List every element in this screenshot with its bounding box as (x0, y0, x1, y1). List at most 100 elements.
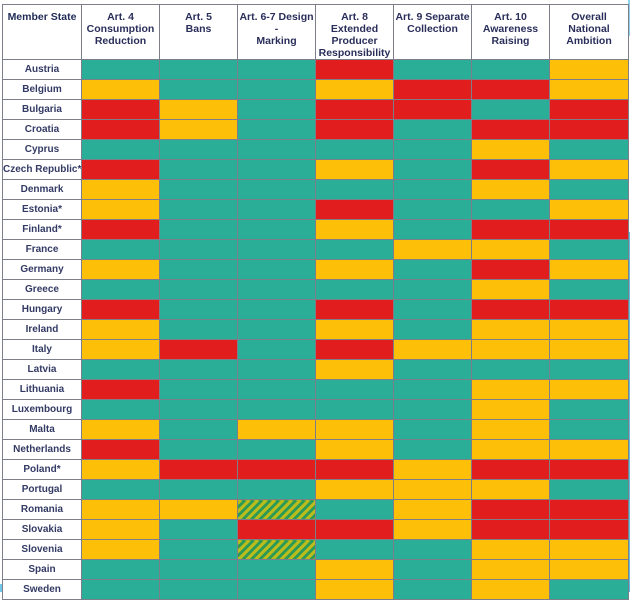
country-label: Greece (2, 279, 82, 300)
status-cell (549, 439, 629, 460)
status-cell (549, 399, 629, 420)
table-row: Bulgaria (2, 99, 629, 120)
status-cell (237, 399, 316, 420)
status-cell (237, 299, 316, 320)
status-cell (159, 579, 238, 600)
status-cell (393, 259, 472, 280)
status-cell (159, 459, 238, 480)
status-cell (471, 379, 550, 400)
status-cell (471, 199, 550, 220)
status-cell (159, 239, 238, 260)
status-cell (393, 499, 472, 520)
header-row: Member State Art. 4 Consumption Reduction Ar… (2, 4, 629, 60)
country-label: Lithuania (2, 379, 82, 400)
status-cell (471, 479, 550, 500)
status-cell (549, 339, 629, 360)
status-cell (393, 239, 472, 260)
status-cell (315, 219, 394, 240)
table-row: Spain (2, 559, 629, 580)
status-cell (237, 379, 316, 400)
status-cell (159, 339, 238, 360)
status-cell (315, 559, 394, 580)
status-cell (315, 59, 394, 80)
status-cell (315, 259, 394, 280)
status-cell (81, 239, 160, 260)
status-cell (393, 319, 472, 340)
status-cell (237, 559, 316, 580)
status-cell (549, 259, 629, 280)
column-header-2: Art. 5 Bans (159, 4, 238, 60)
table-row: France (2, 239, 629, 260)
country-label: France (2, 239, 82, 260)
status-cell (393, 119, 472, 140)
status-cell (159, 359, 238, 380)
column-header-3: Art. 6-7 Design - Marking (237, 4, 316, 60)
status-cell (393, 199, 472, 220)
decorative-stripe-top (628, 0, 630, 36)
status-cell (393, 439, 472, 460)
status-cell (81, 159, 160, 180)
country-label: Ireland (2, 319, 82, 340)
status-cell (393, 519, 472, 540)
status-cell (315, 159, 394, 180)
status-cell (81, 419, 160, 440)
status-cell (393, 219, 472, 240)
status-cell (315, 579, 394, 600)
status-cell (81, 359, 160, 380)
status-cell (549, 519, 629, 540)
table-body: Austria Belgium Bulgaria Croatia Cyprus Czech… (2, 59, 629, 600)
status-cell (81, 179, 160, 200)
status-cell (315, 379, 394, 400)
status-cell (237, 439, 316, 460)
status-cell (81, 379, 160, 400)
country-label: Latvia (2, 359, 82, 380)
status-cell (315, 139, 394, 160)
status-cell (315, 359, 394, 380)
status-cell (315, 299, 394, 320)
status-cell (549, 319, 629, 340)
country-label: Cyprus (2, 139, 82, 160)
status-cell (549, 219, 629, 240)
status-cell (315, 319, 394, 340)
column-header-4: Art. 8 Extended Producer Responsibility (315, 4, 394, 60)
status-cell (315, 239, 394, 260)
status-cell (471, 419, 550, 440)
status-cell (237, 79, 316, 100)
status-cell (81, 579, 160, 600)
status-cell (81, 459, 160, 480)
status-cell (159, 539, 238, 560)
country-label: Bulgaria (2, 99, 82, 120)
status-cell (393, 299, 472, 320)
status-cell (159, 319, 238, 340)
status-cell (471, 59, 550, 80)
status-cell (393, 399, 472, 420)
status-cell (315, 99, 394, 120)
country-label: Belgium (2, 79, 82, 100)
status-cell (315, 499, 394, 520)
status-cell (159, 479, 238, 500)
status-cell (315, 79, 394, 100)
table-row: Hungary (2, 299, 629, 320)
status-cell (549, 119, 629, 140)
column-header-6: Art. 10 Awareness Raising (471, 4, 550, 60)
decorative-stripe-right (628, 232, 630, 592)
status-cell (237, 219, 316, 240)
table-row: Croatia (2, 119, 629, 140)
table-row: Austria (2, 59, 629, 80)
status-cell (81, 299, 160, 320)
status-cell (549, 239, 629, 260)
status-cell (159, 99, 238, 120)
status-cell (393, 459, 472, 480)
status-cell (393, 139, 472, 160)
status-cell (393, 359, 472, 380)
status-cell (237, 479, 316, 500)
status-cell (159, 559, 238, 580)
status-cell (471, 239, 550, 260)
status-cell (237, 279, 316, 300)
country-label: Austria (2, 59, 82, 80)
status-cell (237, 459, 316, 480)
status-cell (159, 419, 238, 440)
table-row: Sweden (2, 579, 629, 600)
status-cell (159, 519, 238, 540)
